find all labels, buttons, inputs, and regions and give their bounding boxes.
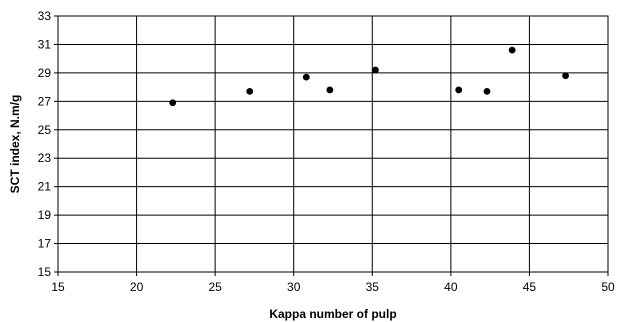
data-point xyxy=(302,73,310,81)
data-point xyxy=(562,72,569,80)
data-points xyxy=(169,46,569,107)
y-tick-label: 15 xyxy=(38,265,52,279)
data-point xyxy=(483,87,491,95)
y-axis-tick-labels: 15 17 19 21 23 25 27 29 31 33 xyxy=(38,9,52,279)
data-point xyxy=(508,46,516,54)
data-point xyxy=(169,99,177,107)
x-axis-tick-labels: 15 20 25 30 35 40 45 50 xyxy=(51,280,615,294)
x-tick-label: 35 xyxy=(366,280,380,294)
grid-lines xyxy=(57,15,609,273)
y-tick-label: 33 xyxy=(38,9,52,23)
data-point xyxy=(372,66,379,74)
axis-ticks xyxy=(54,15,609,276)
plot-area-frame xyxy=(57,15,609,273)
y-tick-label: 29 xyxy=(38,66,52,80)
x-tick-label: 30 xyxy=(287,280,301,294)
x-axis-title: Kappa number of pulp xyxy=(269,307,396,321)
y-tick-label: 19 xyxy=(38,208,52,222)
x-tick-label: 40 xyxy=(444,280,458,294)
x-tick-label: 20 xyxy=(130,280,144,294)
x-tick-label: 15 xyxy=(51,280,65,294)
y-tick-label: 27 xyxy=(38,94,52,108)
y-tick-label: 31 xyxy=(38,37,52,51)
data-point xyxy=(326,86,334,94)
x-tick-label: 25 xyxy=(208,280,222,294)
data-point xyxy=(455,86,463,94)
x-tick-label: 45 xyxy=(523,280,537,294)
x-tick-label: 50 xyxy=(601,280,615,294)
y-axis-title: SCT index, N.m/g xyxy=(8,95,22,194)
y-tick-label: 21 xyxy=(38,180,52,194)
y-tick-label: 25 xyxy=(38,123,52,137)
y-tick-label: 17 xyxy=(38,237,52,251)
y-tick-label: 23 xyxy=(38,151,52,165)
data-point xyxy=(246,87,254,95)
